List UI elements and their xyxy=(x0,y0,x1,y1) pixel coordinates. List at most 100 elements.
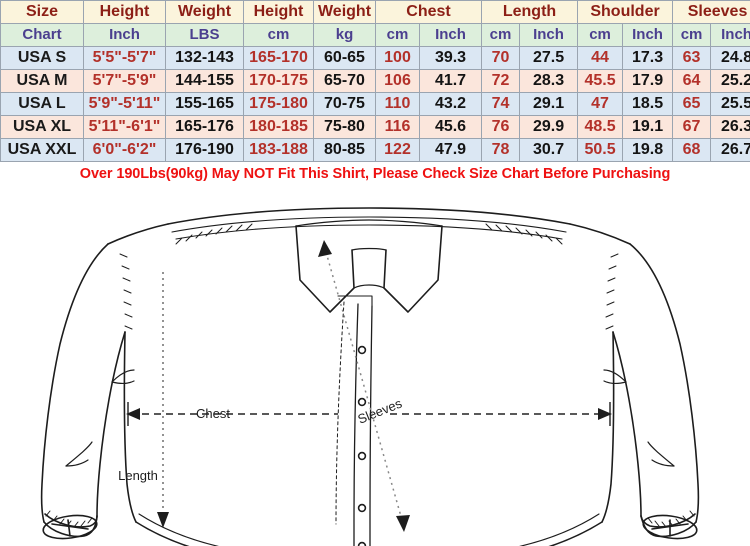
header-sleeves: Sleeves xyxy=(673,1,750,24)
cell-length-inch: 30.7 xyxy=(520,139,578,162)
cell-shoulder-inch: 18.5 xyxy=(623,93,673,116)
cell-weight-lbs: 165-176 xyxy=(166,116,244,139)
unit-weight-kg: kg xyxy=(314,24,376,47)
header-length: Length xyxy=(482,1,578,24)
header-shoulder: Shoulder xyxy=(578,1,673,24)
chest-label: Chest xyxy=(196,406,230,421)
cell-weight-kg: 60-65 xyxy=(314,47,376,70)
unit-chest-inch: Inch xyxy=(420,24,482,47)
cell-weight-kg: 75-80 xyxy=(314,116,376,139)
cell-length-inch: 27.5 xyxy=(520,47,578,70)
unit-weight-lbs: LBS xyxy=(166,24,244,47)
cell-height-inch: 5'11"-6'1" xyxy=(84,116,166,139)
table-header-unit-row: Chart Inch LBS cm kg cm Inch cm Inch cm … xyxy=(1,24,750,47)
unit-length-cm: cm xyxy=(482,24,520,47)
cell-weight-lbs: 132-143 xyxy=(166,47,244,70)
table-header-group-row: Size Height Weight Height Weight Chest L… xyxy=(1,1,750,24)
shoulder-seam-stitch xyxy=(176,224,562,244)
table-row: USA S 5'5"-5'7" 132-143 165-170 60-65 10… xyxy=(1,47,750,70)
cell-chest-cm: 106 xyxy=(376,70,420,93)
armhole-seam xyxy=(120,254,618,329)
cell-length-cm: 70 xyxy=(482,47,520,70)
cell-chest-inch: 45.6 xyxy=(420,116,482,139)
shirt-illustration: Chest Length Sleeves xyxy=(0,184,750,546)
cell-height-cm: 165-170 xyxy=(244,47,314,70)
cell-size: USA M xyxy=(1,70,84,93)
cell-length-cm: 74 xyxy=(482,93,520,116)
cell-height-cm: 170-175 xyxy=(244,70,314,93)
sleeves-arrow-up xyxy=(318,240,332,257)
cell-sleeves-cm: 67 xyxy=(673,116,711,139)
cell-sleeves-cm: 63 xyxy=(673,47,711,70)
cell-length-cm: 72 xyxy=(482,70,520,93)
cell-weight-lbs: 144-155 xyxy=(166,70,244,93)
cell-length-cm: 78 xyxy=(482,139,520,162)
size-warning-note: Over 190Lbs(90kg) May NOT Fit This Shirt… xyxy=(0,162,750,184)
sleeves-guide xyxy=(326,252,402,520)
cell-height-cm: 180-185 xyxy=(244,116,314,139)
unit-height-cm: cm xyxy=(244,24,314,47)
cell-sleeves-cm: 65 xyxy=(673,93,711,116)
cell-chest-inch: 39.3 xyxy=(420,47,482,70)
sleeves-label: Sleeves xyxy=(356,395,405,426)
cell-chest-cm: 110 xyxy=(376,93,420,116)
header-weight-lbs: Weight xyxy=(166,1,244,24)
table-row: USA XL 5'11"-6'1" 165-176 180-185 75-80 … xyxy=(1,116,750,139)
size-chart-table: Size Height Weight Height Weight Chest L… xyxy=(0,0,750,162)
cell-chest-cm: 116 xyxy=(376,116,420,139)
cell-shoulder-cm: 44 xyxy=(578,47,623,70)
cell-height-cm: 183-188 xyxy=(244,139,314,162)
cell-shoulder-inch: 17.3 xyxy=(623,47,673,70)
cell-sleeves-inch: 25.2 xyxy=(711,70,750,93)
cell-weight-lbs: 176-190 xyxy=(166,139,244,162)
cell-sleeves-inch: 26.3 xyxy=(711,116,750,139)
table-row: USA M 5'7"-5'9" 144-155 170-175 65-70 10… xyxy=(1,70,750,93)
unit-shoulder-inch: Inch xyxy=(623,24,673,47)
header-chest: Chest xyxy=(376,1,482,24)
shirt-buttons xyxy=(359,347,366,546)
cell-sleeves-inch: 25.5 xyxy=(711,93,750,116)
table-row: USA XXL 6'0"-6'2" 176-190 183-188 80-85 … xyxy=(1,139,750,162)
table-row: USA L 5'9"-5'11" 155-165 175-180 70-75 1… xyxy=(1,93,750,116)
cell-chest-cm: 122 xyxy=(376,139,420,162)
cell-size: USA S xyxy=(1,47,84,70)
unit-chart: Chart xyxy=(1,24,84,47)
length-label: Length xyxy=(118,468,158,483)
unit-sleeves-inch: Inch xyxy=(711,24,750,47)
cell-length-cm: 76 xyxy=(482,116,520,139)
header-weight-kg: Weight xyxy=(314,1,376,24)
cell-shoulder-cm: 48.5 xyxy=(578,116,623,139)
cell-shoulder-cm: 45.5 xyxy=(578,70,623,93)
cell-size: USA L xyxy=(1,93,84,116)
cell-chest-inch: 43.2 xyxy=(420,93,482,116)
cell-sleeves-cm: 68 xyxy=(673,139,711,162)
cell-chest-inch: 47.9 xyxy=(420,139,482,162)
cell-size: USA XL xyxy=(1,116,84,139)
cell-length-inch: 29.1 xyxy=(520,93,578,116)
cell-height-inch: 5'9"-5'11" xyxy=(84,93,166,116)
unit-height-inch: Inch xyxy=(84,24,166,47)
cell-chest-cm: 100 xyxy=(376,47,420,70)
header-height-inch: Height xyxy=(84,1,166,24)
cell-height-inch: 6'0"-6'2" xyxy=(84,139,166,162)
cell-sleeves-inch: 24.8 xyxy=(711,47,750,70)
cell-weight-kg: 65-70 xyxy=(314,70,376,93)
cell-weight-lbs: 155-165 xyxy=(166,93,244,116)
cell-length-inch: 28.3 xyxy=(520,70,578,93)
cell-height-cm: 175-180 xyxy=(244,93,314,116)
size-chart-container: Size Height Weight Height Weight Chest L… xyxy=(0,0,750,162)
sleeves-arrow-down xyxy=(396,515,410,532)
unit-shoulder-cm: cm xyxy=(578,24,623,47)
cell-chest-inch: 41.7 xyxy=(420,70,482,93)
unit-length-inch: Inch xyxy=(520,24,578,47)
cell-height-inch: 5'7"-5'9" xyxy=(84,70,166,93)
shirt-outline xyxy=(42,208,699,546)
cell-sleeves-inch: 26.7 xyxy=(711,139,750,162)
header-size: Size xyxy=(1,1,84,24)
cell-shoulder-cm: 50.5 xyxy=(578,139,623,162)
unit-sleeves-cm: cm xyxy=(673,24,711,47)
cell-height-inch: 5'5"-5'7" xyxy=(84,47,166,70)
shirt-diagram: Chest Length Sleeves xyxy=(0,184,750,546)
header-height-cm: Height xyxy=(244,1,314,24)
cell-weight-kg: 80-85 xyxy=(314,139,376,162)
